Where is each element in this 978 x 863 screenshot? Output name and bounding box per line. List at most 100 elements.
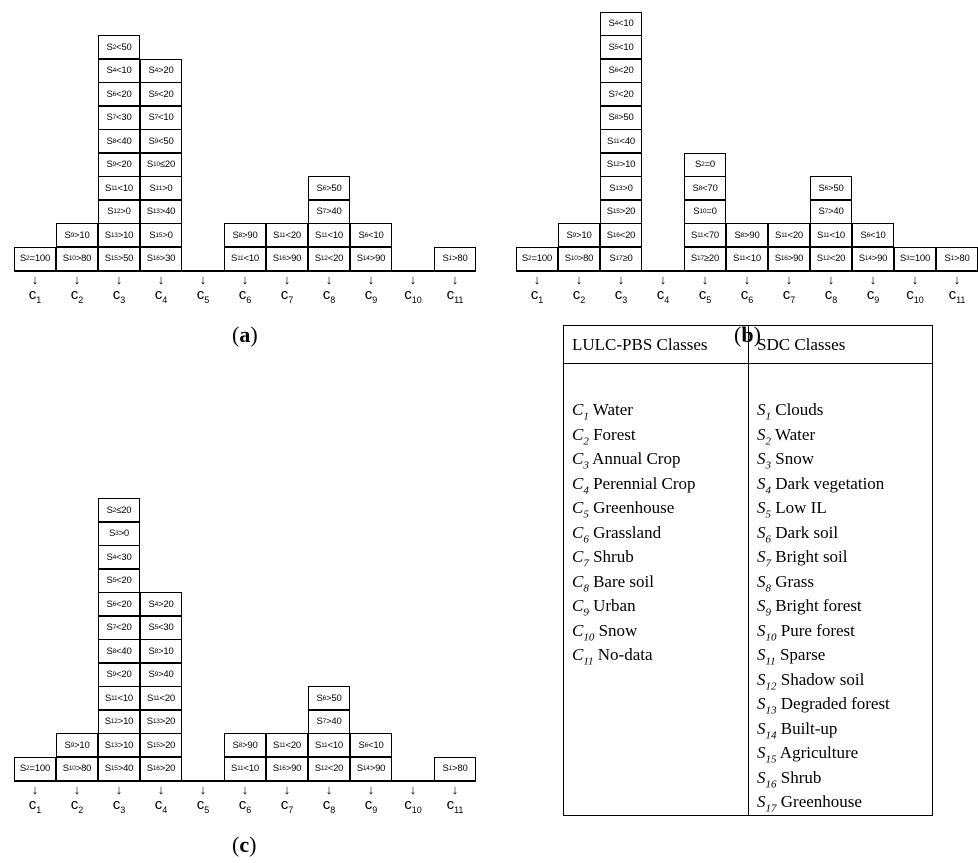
class-label: c10 <box>404 796 422 815</box>
legend-item: C11 No-data <box>572 645 653 668</box>
legend-item: S11 Sparse <box>757 645 826 668</box>
rule-cell: S 16 >90 <box>266 756 308 781</box>
class-label: c9 <box>364 796 378 815</box>
rule-cell: S 17 ≥0 <box>600 246 642 271</box>
legend-item: S1 Clouds <box>757 400 824 423</box>
rule-cell: S 8 >90 <box>224 223 266 247</box>
rule-cell: S 5 <30 <box>140 615 182 640</box>
class-label: c10 <box>404 286 422 305</box>
rule-cell: S 16 >30 <box>140 246 182 271</box>
arrow-down-icon: ↓ <box>869 272 877 287</box>
class-label: c4 <box>656 286 670 305</box>
legend-item: C8 Bare soil <box>572 571 654 594</box>
rule-cell: S 15 >20 <box>600 199 642 224</box>
rule-cell: S 6 >50 <box>308 686 350 710</box>
rule-cell: S 2 =100 <box>516 246 558 271</box>
arrow-down-icon: ↓ <box>575 272 583 287</box>
rule-cell: S 7 >40 <box>308 709 350 734</box>
class-label: c3 <box>112 796 126 815</box>
class-label: c8 <box>322 286 336 305</box>
rule-cell: S 11 <10 <box>726 246 768 271</box>
class-label: c1 <box>530 286 544 305</box>
class-label: c2 <box>70 796 84 815</box>
legend-item: S14 Built-up <box>757 718 838 741</box>
rule-cell: S 8 >50 <box>600 105 642 130</box>
class-label: c8 <box>322 796 336 815</box>
rule-cell: S 2 =100 <box>14 756 56 781</box>
class-label: c3 <box>614 286 628 305</box>
legend-table: LULC-PBS Classes SDC Classes C1 Water C2 … <box>563 325 933 816</box>
panel-title: (a) <box>232 322 258 347</box>
rule-cell: S 6 <10 <box>350 223 392 247</box>
rule-cell: S 16 >90 <box>768 246 810 271</box>
class-label: c5 <box>196 796 210 815</box>
arrow-down-icon: ↓ <box>617 272 625 287</box>
legend-item: S15 Agriculture <box>757 743 859 766</box>
rule-cell: S 13 >0 <box>600 176 642 200</box>
arrow-down-icon: ↓ <box>827 272 835 287</box>
arrow-down-icon: ↓ <box>533 272 541 287</box>
rule-cell: S 12 >10 <box>98 709 140 734</box>
arrow-down-icon: ↓ <box>911 272 919 287</box>
rule-cell: S 10 ≤20 <box>140 152 182 177</box>
rule-cell: S 10 >80 <box>56 246 98 271</box>
class-label: c1 <box>28 796 42 815</box>
arrow-down-icon: ↓ <box>701 272 709 287</box>
class-label: c11 <box>446 796 464 815</box>
arrow-down-icon: ↓ <box>785 272 793 287</box>
rule-cell: S 13 >40 <box>140 199 182 224</box>
class-label: c4 <box>154 286 168 305</box>
rule-cell: S 11 <70 <box>684 223 726 247</box>
arrow-down-icon: ↓ <box>451 272 459 287</box>
legend-item: S16 Shrub <box>757 767 822 790</box>
arrow-down-icon: ↓ <box>409 272 417 287</box>
rule-cell: S 2 <50 <box>98 35 140 59</box>
rule-cell: S 4 <10 <box>600 11 642 36</box>
rule-cell: S 13 >20 <box>140 709 182 734</box>
class-label: c2 <box>572 286 586 305</box>
rule-cell: S 9 <20 <box>98 662 140 687</box>
rule-cell: S 1 >80 <box>434 246 476 271</box>
rule-cell: S 12 <20 <box>810 246 852 271</box>
legend-item: S7 Bright soil <box>757 547 848 570</box>
legend-item: S6 Dark soil <box>757 522 839 545</box>
arrow-down-icon: ↓ <box>283 782 291 797</box>
arrow-down-icon: ↓ <box>241 782 249 797</box>
rule-cell: S 8 >10 <box>140 639 182 663</box>
class-label: c9 <box>364 286 378 305</box>
legend-item: S2 Water <box>757 424 816 447</box>
rule-cell: S 14 >90 <box>350 756 392 781</box>
arrow-down-icon: ↓ <box>241 272 249 287</box>
class-label: c7 <box>280 796 294 815</box>
rule-cell: S 16 >20 <box>140 756 182 781</box>
class-label: c9 <box>866 286 880 305</box>
rule-cell: S 6 >50 <box>308 176 350 200</box>
rule-cell: S 4 >20 <box>140 592 182 616</box>
rule-cell: S 16 >90 <box>266 246 308 271</box>
class-label: c7 <box>280 286 294 305</box>
legend-item: S8 Grass <box>757 571 814 594</box>
rule-cell: S 9 >10 <box>56 223 98 247</box>
baseline-axis <box>14 780 476 782</box>
rule-cell: S 2 =100 <box>14 246 56 271</box>
class-label: c6 <box>238 286 252 305</box>
arrow-down-icon: ↓ <box>199 782 207 797</box>
class-label: c11 <box>948 286 966 305</box>
rule-cell: S 11 <20 <box>266 223 308 247</box>
rule-cell: S 8 >90 <box>224 733 266 757</box>
rule-cell: S 16 <20 <box>600 223 642 247</box>
arrow-down-icon: ↓ <box>157 272 165 287</box>
rule-cell: S 4 <10 <box>98 58 140 83</box>
rule-cell: S 11 <10 <box>98 686 140 710</box>
rule-cell: S 11 <10 <box>224 246 266 271</box>
legend-item: C7 Shrub <box>572 547 634 570</box>
legend-item: S3 Snow <box>757 449 814 472</box>
rule-cell: S 6 <20 <box>600 58 642 83</box>
rule-cell: S 8 <40 <box>98 129 140 153</box>
rule-cell: S 4 <30 <box>98 545 140 569</box>
lulc-header: LULC-PBS Classes <box>572 335 708 354</box>
arrow-down-icon: ↓ <box>73 272 81 287</box>
arrow-down-icon: ↓ <box>73 782 81 797</box>
rule-cell: S 6 <10 <box>852 223 894 247</box>
rule-cell: S 15 >50 <box>98 246 140 271</box>
